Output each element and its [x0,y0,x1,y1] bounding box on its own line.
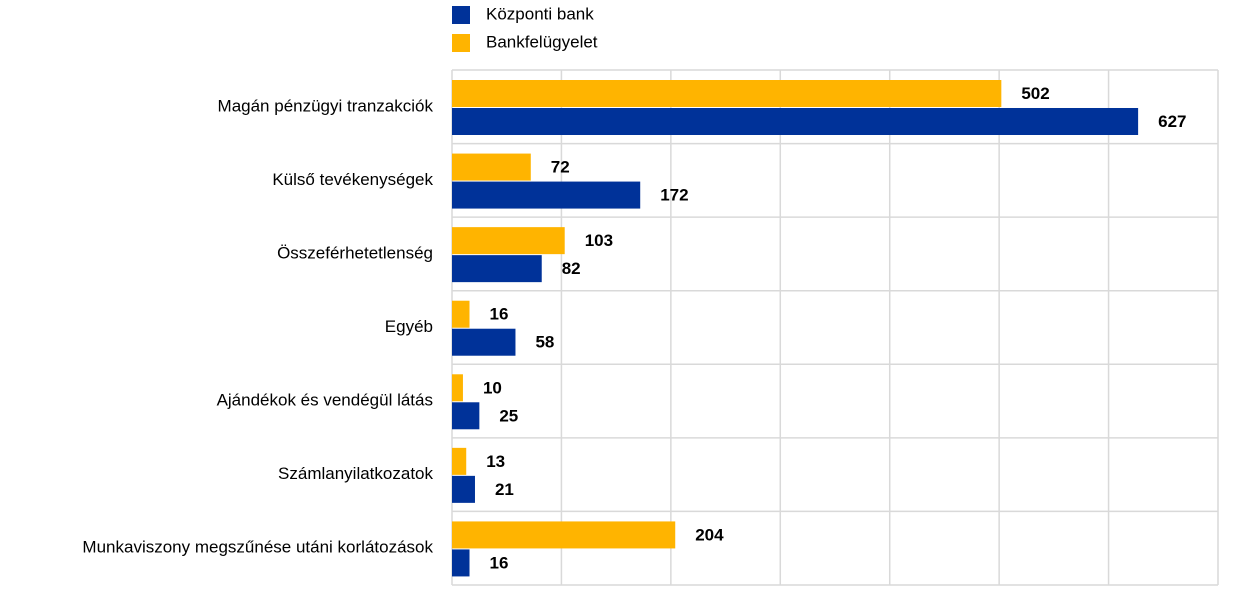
bar [452,80,1002,107]
y-tick-label: Munkaviszony megszűnése utáni korlátozás… [82,538,433,557]
y-tick-label: Magán pénzügyi tranzakciók [218,96,434,115]
y-tick-label: Külső tevékenységek [272,170,433,189]
value-label: 502 [1021,84,1049,103]
value-label: 21 [495,480,514,499]
bar [452,181,641,209]
bar [452,475,475,503]
bar [452,521,676,549]
bar [452,108,1139,135]
value-label: 204 [695,525,724,544]
bar [452,227,565,255]
y-tick-label: Számlanyilatkozatok [278,464,433,483]
value-label: 10 [483,378,502,397]
value-label: 16 [490,553,509,572]
bar [452,447,467,475]
bar [452,300,470,328]
legend-label: Központi bank [486,4,594,23]
value-label: 103 [585,231,613,250]
bar [452,549,470,577]
value-label: 13 [486,452,505,471]
bar [452,374,463,402]
legend-swatch [452,6,470,24]
value-label: 16 [490,305,509,324]
legend-label: Bankfelügyelet [486,32,598,51]
value-label: 72 [551,158,570,177]
legend-swatch [452,34,470,52]
value-label: 25 [499,406,518,425]
value-label: 82 [562,259,581,278]
value-label: 627 [1158,112,1186,131]
bar [452,328,516,356]
value-label: 58 [535,333,554,352]
value-label: 172 [660,186,688,205]
bar [452,153,531,181]
bar [452,402,480,430]
y-tick-label: Ajándékok és vendégül látás [217,391,433,410]
bar [452,255,542,283]
y-tick-label: Összeférhetetlenség [277,243,433,262]
y-tick-label: Egyéb [385,317,433,336]
